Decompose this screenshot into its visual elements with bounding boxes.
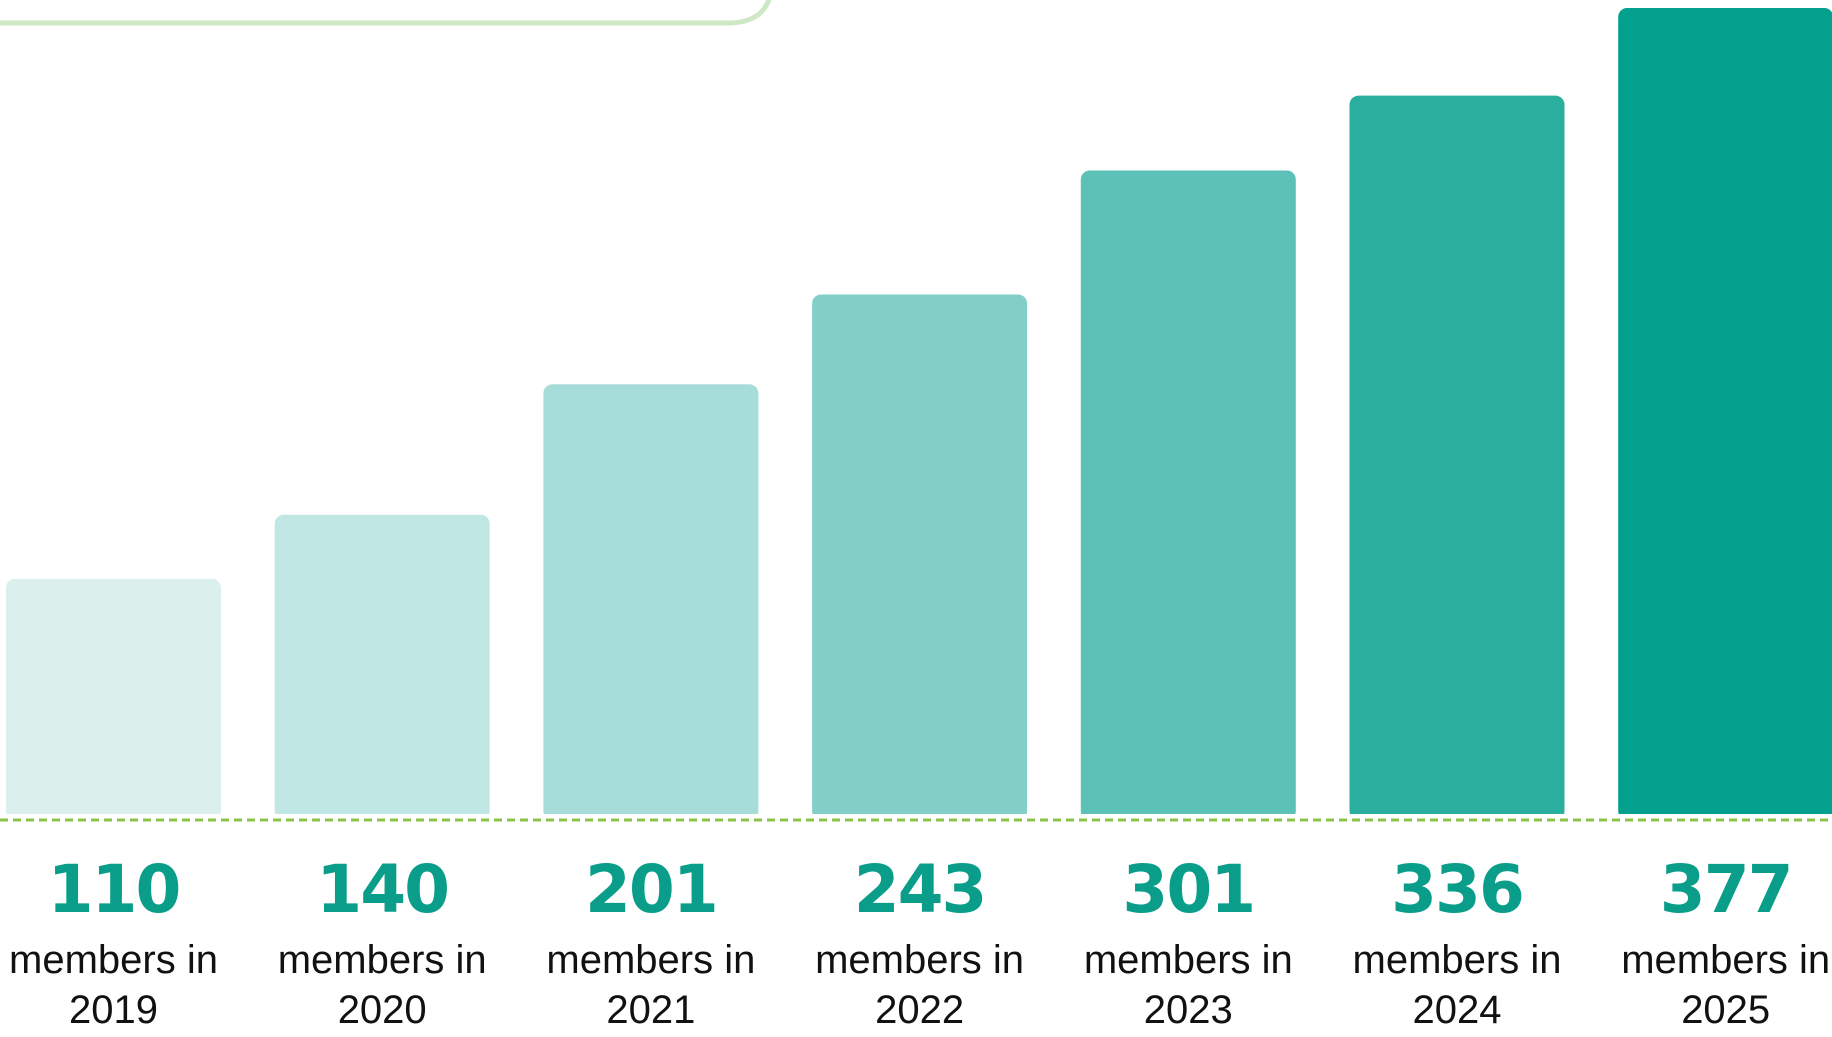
category-label: members in 2025 xyxy=(1621,938,1831,1032)
value-label: 140 xyxy=(316,851,450,928)
category-label: members in 2021 xyxy=(546,938,756,1032)
bar xyxy=(1080,170,1296,820)
value-label: 301 xyxy=(1122,851,1256,928)
bar xyxy=(812,294,1028,820)
baseline-mask xyxy=(0,814,1832,820)
value-label: 110 xyxy=(47,851,182,928)
value-label: 201 xyxy=(585,851,719,928)
category-label: members in 2023 xyxy=(1083,938,1293,1032)
bar xyxy=(543,384,759,820)
value-label: 336 xyxy=(1391,851,1525,928)
bar xyxy=(1349,95,1565,821)
value-label: 243 xyxy=(853,851,988,928)
bar xyxy=(274,514,490,820)
category-label: members in 2024 xyxy=(1352,938,1562,1032)
category-label: members in 2019 xyxy=(9,938,218,1032)
category-label: members in 2020 xyxy=(277,938,487,1032)
bar xyxy=(6,578,221,820)
category-label: members in 2022 xyxy=(815,938,1025,1032)
decor-frame xyxy=(0,0,772,26)
value-label: 377 xyxy=(1659,851,1794,928)
bar xyxy=(1618,8,1832,820)
